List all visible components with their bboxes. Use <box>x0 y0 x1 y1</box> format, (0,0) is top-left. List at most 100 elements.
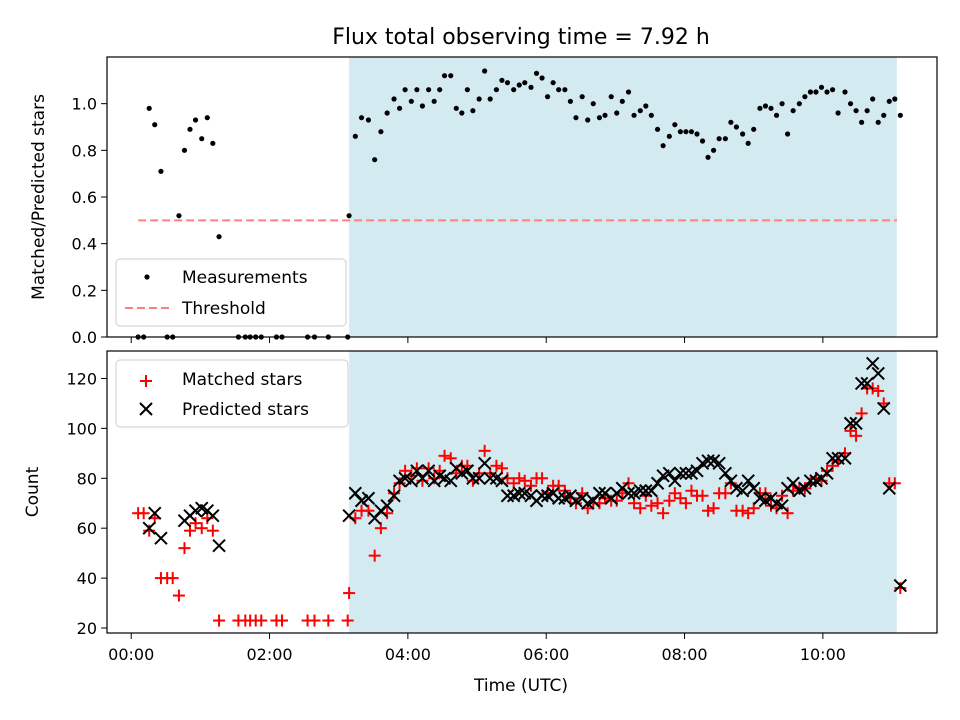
measurement-point <box>740 131 746 137</box>
predicted-star-point <box>148 506 162 520</box>
matched-star-point <box>166 572 179 585</box>
matched-star-point <box>736 504 749 517</box>
measurement-point <box>384 110 390 116</box>
y-tick-label: 0.8 <box>72 141 97 160</box>
matched-star-point <box>275 614 288 627</box>
measurement-point <box>152 122 158 128</box>
predicted-star-point <box>724 474 738 488</box>
measurement-point <box>516 82 522 88</box>
matched-star-point <box>143 524 156 537</box>
matched-star-point <box>850 429 863 442</box>
matched-star-point <box>341 614 354 627</box>
predicted-star-point <box>893 578 908 593</box>
matched-star-point <box>657 507 670 520</box>
y-tick-label: 60 <box>77 519 97 538</box>
bottom-legend: Matched stars Predicted stars <box>115 359 349 428</box>
measurement-point <box>643 103 649 109</box>
matched-star-point <box>702 504 715 517</box>
predicted-star-point <box>860 376 874 391</box>
predicted-star-point <box>444 474 458 488</box>
measurement-point <box>672 122 678 128</box>
measurement-point <box>402 87 408 93</box>
measurement-point <box>431 98 437 104</box>
measurement-point <box>487 96 493 102</box>
predicted-star-point <box>679 466 693 480</box>
measurement-point <box>802 94 808 100</box>
measurement-point <box>378 129 384 135</box>
legend-predicted-label: Predicted stars <box>182 400 309 420</box>
predicted-star-point <box>803 474 818 488</box>
measurement-point <box>790 108 796 114</box>
measurement-point <box>813 89 819 95</box>
measurement-point <box>648 112 654 118</box>
measurement-point <box>459 110 465 116</box>
predicted-star-point <box>701 454 715 468</box>
predicted-star-point <box>477 456 492 471</box>
measurement-point <box>210 140 216 146</box>
measurement-point <box>660 143 666 149</box>
measurement-point <box>847 101 854 107</box>
bottom-y-ticks: 20 40 60 80 100 120 <box>66 369 107 638</box>
predicted-star-point <box>849 416 863 431</box>
measurement-point <box>414 87 420 93</box>
bottom-axes-frame <box>106 350 938 634</box>
predicted-star-point <box>718 466 733 480</box>
predicted-star-point <box>741 474 755 488</box>
predicted-star-point <box>621 486 636 500</box>
measurement-point <box>859 119 865 125</box>
predicted-star-point <box>650 476 665 490</box>
matched-star-point <box>137 507 150 520</box>
matched-star-point <box>478 444 491 457</box>
measurement-point <box>470 108 476 114</box>
measurement-point <box>199 136 205 142</box>
predicted-star-point <box>361 491 376 505</box>
predicted-star-point <box>404 474 419 488</box>
measurement-point <box>666 133 672 139</box>
measurement-point <box>550 80 556 86</box>
matched-star-point <box>747 502 760 515</box>
measurement-point <box>625 89 632 95</box>
measurement-point <box>875 119 881 125</box>
predicted-star-point <box>712 456 726 471</box>
x-tick-label: 08:00 <box>661 645 707 664</box>
predicted-star-point <box>472 471 486 485</box>
legend-measurements-label: Measurements <box>182 268 308 288</box>
predicted-star-point <box>825 451 840 466</box>
matched-star-point <box>524 479 537 492</box>
predicted-star-point <box>871 366 885 381</box>
matched-star-point <box>172 589 185 602</box>
measurement-point <box>881 112 887 118</box>
measurement-point <box>683 129 689 135</box>
measurement-point <box>556 87 562 93</box>
bottom-y-axis-label: Count <box>23 466 43 517</box>
measurement-point <box>482 68 488 74</box>
measurement-point <box>897 112 903 118</box>
measurement-point <box>705 154 711 160</box>
matched-star-point <box>645 499 658 512</box>
measurement-point <box>637 108 643 114</box>
counts-panel: 20 40 60 80 100 120 00:00 02:00 04:00 06:00 08:00… <box>23 350 938 696</box>
matched-star-point <box>552 479 565 492</box>
predicted-star-point <box>865 356 880 371</box>
x-tick-label: 10:00 <box>800 645 846 664</box>
matched-star-point <box>663 494 676 507</box>
measurement-point <box>365 117 372 123</box>
matched-star-point <box>374 522 387 535</box>
measurement-point <box>842 89 848 95</box>
top-y-axis-label: Matched/Predicted stars <box>29 94 49 300</box>
measurement-point <box>544 94 551 100</box>
y-tick-label: 100 <box>66 419 97 438</box>
predicted-star-point <box>387 489 401 503</box>
predicted-star-point <box>535 489 549 503</box>
measurement-points <box>135 68 903 340</box>
predicted-star-point <box>495 474 509 488</box>
predicted-star-point <box>500 489 515 503</box>
predicted-star-point <box>466 471 480 485</box>
legend-measurements-marker <box>144 274 150 280</box>
measurement-point <box>779 101 785 107</box>
measurement-point <box>773 112 780 118</box>
x-axis-label: Time (UTC) <box>473 676 568 696</box>
measurement-point <box>619 98 625 104</box>
legend-threshold-label: Threshold <box>181 299 266 319</box>
matched-star-point <box>651 497 664 510</box>
